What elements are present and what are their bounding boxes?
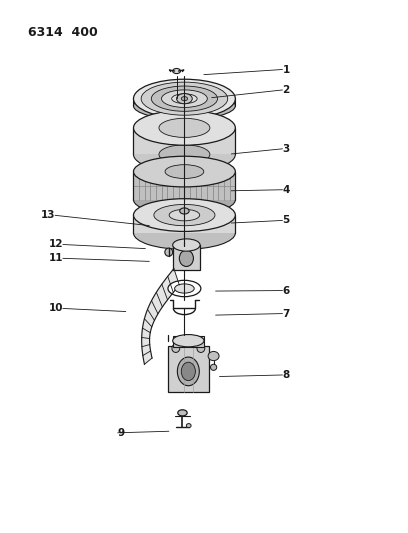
Text: 2: 2 (282, 85, 290, 95)
Ellipse shape (159, 118, 210, 138)
Ellipse shape (172, 94, 197, 103)
Text: 5: 5 (282, 215, 290, 225)
Ellipse shape (211, 364, 217, 370)
Ellipse shape (173, 239, 200, 251)
Text: 8: 8 (282, 370, 290, 380)
Text: 1: 1 (282, 64, 290, 75)
Ellipse shape (133, 92, 235, 119)
Ellipse shape (177, 357, 199, 386)
Ellipse shape (173, 335, 204, 347)
Text: 13: 13 (41, 211, 55, 220)
Ellipse shape (197, 344, 205, 352)
Bar (133, 172, 235, 200)
Ellipse shape (173, 68, 180, 74)
Bar (133, 128, 235, 155)
Bar (168, 346, 209, 392)
Text: 11: 11 (49, 253, 63, 263)
Ellipse shape (133, 110, 235, 145)
Ellipse shape (178, 410, 187, 416)
Bar (173, 245, 200, 270)
Ellipse shape (151, 86, 217, 111)
Ellipse shape (168, 280, 201, 297)
Ellipse shape (180, 208, 189, 214)
Text: 9: 9 (118, 428, 125, 438)
Ellipse shape (133, 184, 235, 215)
Ellipse shape (181, 362, 195, 381)
Ellipse shape (133, 199, 235, 231)
Polygon shape (142, 269, 179, 364)
Ellipse shape (208, 351, 219, 361)
Ellipse shape (186, 424, 191, 427)
Bar (173, 336, 204, 347)
Ellipse shape (165, 165, 204, 179)
Text: 6314  400: 6314 400 (28, 26, 98, 39)
Ellipse shape (172, 344, 180, 352)
Ellipse shape (169, 209, 200, 221)
Ellipse shape (180, 250, 193, 266)
Bar (133, 215, 235, 233)
Text: 6: 6 (282, 286, 290, 296)
Text: 3: 3 (282, 144, 290, 154)
Ellipse shape (162, 90, 207, 108)
Ellipse shape (133, 137, 235, 172)
Ellipse shape (141, 82, 228, 115)
Ellipse shape (133, 156, 235, 187)
Ellipse shape (159, 145, 210, 164)
Ellipse shape (181, 96, 188, 101)
Text: 4: 4 (282, 185, 290, 195)
Ellipse shape (133, 216, 235, 249)
Ellipse shape (177, 94, 192, 104)
Text: 10: 10 (49, 303, 63, 313)
Ellipse shape (165, 248, 173, 256)
Ellipse shape (154, 205, 215, 225)
Ellipse shape (133, 79, 235, 118)
Text: 12: 12 (49, 239, 63, 249)
Ellipse shape (175, 284, 194, 293)
Text: 7: 7 (282, 309, 290, 319)
